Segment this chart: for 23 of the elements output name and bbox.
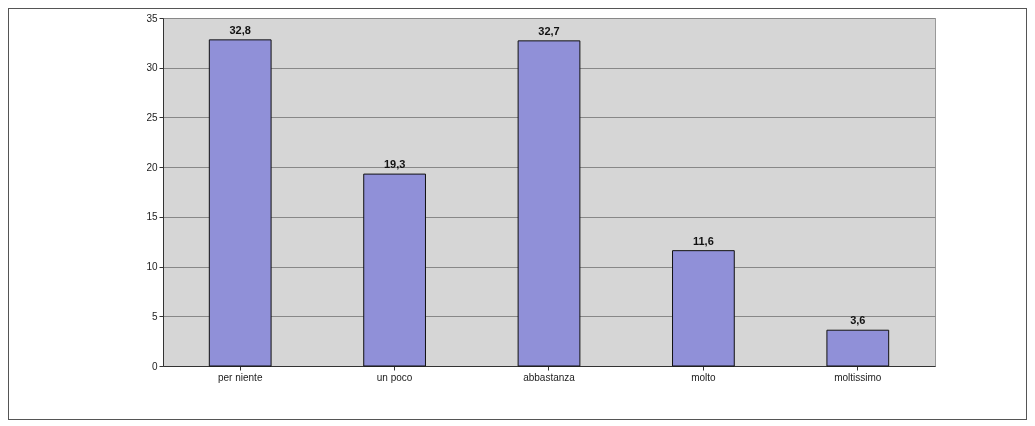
bar: [208, 39, 272, 367]
bar: [363, 173, 426, 367]
x-tick-label: abbastanza: [523, 371, 576, 383]
y-tick-label: 5: [151, 310, 158, 322]
x-tick-label: per niente: [217, 371, 263, 383]
y-tick-label: 20: [146, 161, 158, 173]
y-tick-label: 25: [146, 111, 158, 123]
x-tick-label: un poco: [376, 371, 413, 383]
bar: [517, 40, 581, 367]
y-tick-label: 10: [146, 261, 158, 273]
bar: [672, 250, 735, 367]
data-label: 19,3: [383, 158, 406, 171]
data-label: 3,6: [850, 314, 866, 327]
data-label: 32,8: [229, 23, 251, 36]
y-tick-label: 30: [146, 62, 158, 74]
data-label: 11,6: [692, 234, 714, 247]
y-tick-label: 35: [146, 12, 158, 24]
x-tick-label: moltissimo: [834, 371, 882, 383]
x-tick-label: molto: [691, 371, 717, 383]
data-label: 32,7: [538, 24, 560, 37]
y-tick-label: 0: [151, 360, 158, 372]
bar: [826, 329, 890, 367]
y-tick-label: 15: [146, 211, 158, 223]
